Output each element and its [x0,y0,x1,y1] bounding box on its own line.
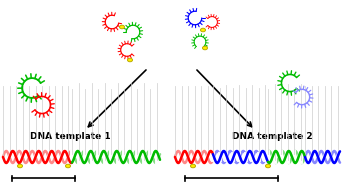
Ellipse shape [17,164,23,168]
Ellipse shape [128,58,132,62]
Ellipse shape [190,164,196,168]
Ellipse shape [202,46,208,50]
Text: DNA template 1: DNA template 1 [30,132,110,141]
Ellipse shape [201,28,205,32]
Ellipse shape [66,164,71,168]
Ellipse shape [119,25,125,29]
Text: DNA template 2: DNA template 2 [232,132,312,141]
Ellipse shape [265,164,271,168]
